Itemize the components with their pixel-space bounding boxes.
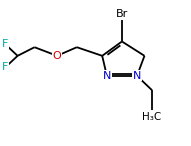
Text: N: N — [103, 71, 111, 81]
Text: N: N — [133, 71, 141, 81]
Text: Br: Br — [116, 9, 128, 19]
Text: F: F — [2, 39, 9, 49]
Text: O: O — [53, 51, 62, 61]
Text: H₃C: H₃C — [142, 112, 162, 122]
Text: F: F — [2, 62, 9, 72]
